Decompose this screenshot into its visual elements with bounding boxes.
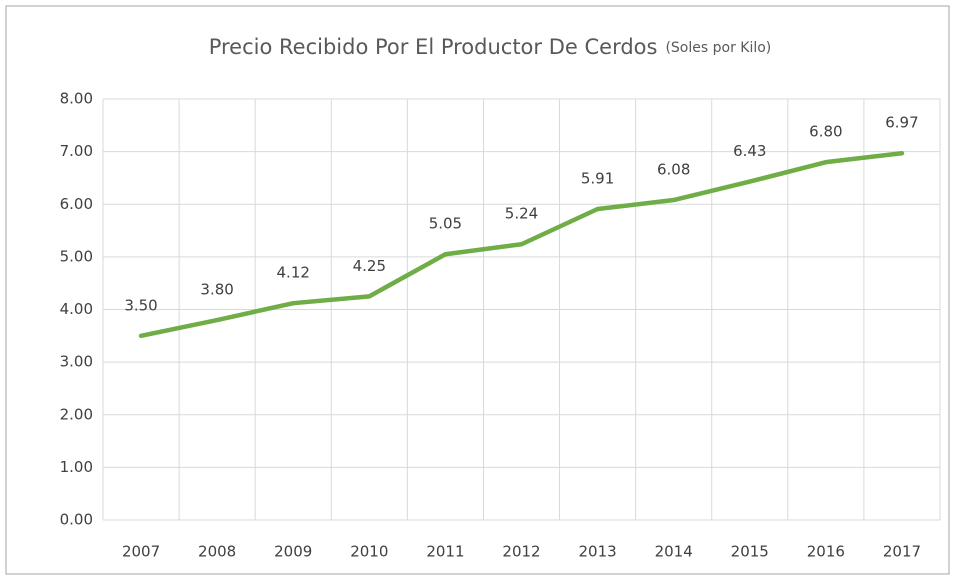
x-tick-label: 2017 <box>883 543 921 561</box>
x-tick-label: 2012 <box>502 543 540 561</box>
x-tick-label: 2015 <box>731 543 769 561</box>
x-tick-label: 2013 <box>578 543 616 561</box>
y-tick-label: 1.00 <box>60 458 93 476</box>
data-label: 6.80 <box>809 123 842 141</box>
data-label: 5.91 <box>581 169 614 187</box>
y-tick-label: 2.00 <box>60 405 93 423</box>
line <box>138 150 905 339</box>
data-label: 6.08 <box>657 161 690 179</box>
data-label: 6.43 <box>733 142 766 160</box>
y-tick-label: 0.00 <box>60 511 93 529</box>
x-tick-label: 2009 <box>274 543 312 561</box>
chart-title: Precio Recibido Por El Productor De Cerd… <box>209 35 658 59</box>
y-tick-label: 6.00 <box>60 195 93 213</box>
y-tick-label: 8.00 <box>60 90 93 108</box>
x-tick-label: 2016 <box>807 543 845 561</box>
chart-subtitle: (Soles por Kilo) <box>665 40 771 56</box>
data-label: 5.24 <box>505 205 538 223</box>
data-label: 3.80 <box>200 281 233 299</box>
data-label: 5.05 <box>429 215 462 233</box>
x-tick-label: 2008 <box>198 543 236 561</box>
y-tick-label: 3.00 <box>60 353 93 371</box>
x-tick-label: 2010 <box>350 543 388 561</box>
x-tick-label: 2014 <box>655 543 693 561</box>
chart-heading: Precio Recibido Por El Productor De Cerd… <box>209 35 772 59</box>
data-label: 4.25 <box>353 257 386 275</box>
y-tick-label: 7.00 <box>60 142 93 160</box>
y-tick-label: 4.00 <box>60 300 93 318</box>
data-label: 3.50 <box>124 296 157 314</box>
y-tick-label: 5.00 <box>60 247 93 265</box>
x-tick-label: 2007 <box>122 543 160 561</box>
data-label: 4.12 <box>277 264 310 282</box>
chart-border <box>5 5 950 575</box>
x-tick-label: 2011 <box>426 543 464 561</box>
data-label: 6.97 <box>885 114 918 132</box>
